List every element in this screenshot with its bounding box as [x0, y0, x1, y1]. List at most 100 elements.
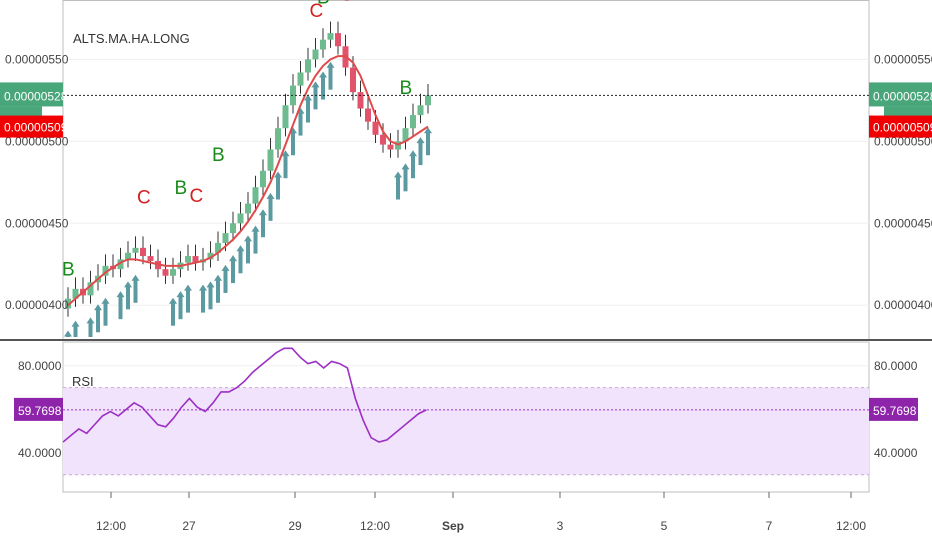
up-arrow-head	[169, 297, 177, 304]
price-axis-left: 0.00000550 0.00000500 0.00000450 0.00000400	[5, 52, 69, 312]
price-tick-label: 0.00000400	[5, 298, 69, 312]
rsi-axis-left: 80.0000 40.0000	[18, 359, 62, 460]
price-tick-label: 0.00000500	[5, 134, 69, 148]
candle-bull	[260, 170, 266, 188]
up-arrow-head	[266, 192, 275, 199]
candle-bull	[72, 288, 79, 299]
last-price-tag: 0.00000528	[4, 89, 68, 103]
rsi-value-tag-bg	[14, 397, 63, 421]
price-axis-right: 0.00000550 0.00000500 0.00000450 0.00000400	[874, 52, 932, 312]
time-axis[interactable]: 12:00 27 29 12:00 Sep 3 5 7 12:00	[96, 492, 866, 533]
up-arrow-head	[199, 284, 207, 291]
candle-bear	[380, 134, 386, 145]
ma-level-tag-right: 0.00000509	[873, 121, 932, 135]
rsi-tick-label: 40.0000	[874, 446, 918, 460]
rsi-pane: RSI 80.0000 40.0000 80.0000 40.0000 59.769…	[14, 341, 918, 493]
rsi-value-tag: 59.7698	[18, 404, 62, 418]
candle-bull	[297, 72, 304, 86]
time-tick-label: 12:00	[836, 519, 866, 533]
up-arrow-head	[401, 163, 410, 170]
rsi-title: RSI	[72, 374, 94, 389]
rsi-value-tag-right-bg	[869, 397, 918, 421]
price-tick-label: 0.00000450	[874, 216, 932, 230]
candle-bear	[350, 67, 356, 93]
time-tick-label: 27	[182, 519, 196, 533]
up-arrow-head	[326, 61, 335, 68]
candle-bear	[387, 144, 394, 150]
sell-signal-label: C	[190, 186, 204, 207]
time-tick-label: 12:00	[96, 519, 126, 533]
candle-bull	[320, 39, 326, 50]
up-arrow-head	[124, 281, 132, 288]
up-arrow-head	[424, 127, 432, 134]
indicator-title: ALTS.MA.HA.LONG	[73, 31, 190, 46]
candle-bull	[102, 265, 109, 276]
price-gridlines	[63, 58, 869, 306]
up-arrow-head	[259, 209, 267, 216]
candle-bear	[147, 256, 154, 261]
time-tick-label: 7	[766, 519, 773, 533]
candle-bull	[245, 203, 251, 214]
up-arrow-head	[86, 317, 95, 324]
up-arrow-head	[244, 235, 252, 242]
up-arrow-head	[319, 71, 327, 78]
buy-signal-label: B	[175, 178, 188, 199]
price-tick-label: 0.00000450	[5, 216, 69, 230]
time-tick-label: 3	[557, 519, 564, 533]
candle-bull	[125, 252, 131, 260]
buy-signal-label: B	[400, 78, 413, 99]
candle-bull	[312, 49, 319, 60]
candle-bull	[117, 259, 124, 270]
time-tick-label: 5	[661, 519, 668, 533]
up-arrow-head	[176, 291, 185, 298]
rsi-tick-label: 80.0000	[874, 359, 918, 373]
candle-bull	[252, 187, 259, 204]
up-arrow-head	[101, 297, 110, 304]
up-arrow-head	[94, 304, 102, 311]
candle-bull	[207, 252, 214, 260]
price-pane-border	[62, 0, 870, 341]
candle-bear	[372, 121, 379, 135]
rsi-value-tag-right: 59.7698	[873, 404, 917, 418]
ma-level-tag-bg	[0, 115, 63, 138]
sell-signal-label: C	[310, 1, 324, 22]
up-arrow-head	[251, 225, 260, 232]
up-arrow-head	[214, 274, 222, 281]
price-pane: BCBCBCBCB ALTS.MA.HA.LONG 0.000005500.00…	[0, 0, 932, 341]
candle-bull	[170, 269, 176, 276]
candle-bull	[185, 256, 191, 263]
candle-bear	[162, 269, 169, 276]
candle-bull	[327, 33, 334, 40]
ma-level-tag-right-bg	[869, 115, 932, 138]
price-tick-label: 0.00000550	[5, 52, 69, 66]
price-tick-label: 0.00000550	[874, 52, 932, 66]
price-tick-label: 0.00000500	[874, 134, 932, 148]
price-tick-label: 0.00000400	[874, 298, 932, 312]
candle-bull	[282, 105, 289, 129]
rsi-axis-right: 80.0000 40.0000	[874, 359, 918, 460]
buy-signal-label: B	[212, 145, 225, 166]
up-arrow-head	[64, 330, 72, 337]
buy-signal-label: B	[317, 0, 330, 9]
candle-bull	[417, 105, 424, 116]
up-arrow-head	[394, 171, 402, 178]
buy-signal-label: B	[62, 260, 75, 281]
candle-bull	[237, 213, 244, 224]
up-arrow-head	[229, 255, 237, 262]
candle-bull	[215, 242, 221, 253]
up-arrow-head	[236, 245, 245, 252]
rsi-series-line	[62, 347, 427, 443]
rsi-tick-label: 40.0000	[18, 446, 62, 460]
ma-level-tag: 0.00000509	[4, 121, 68, 135]
rsi-tick-label: 80.0000	[18, 359, 62, 373]
candle-bull	[275, 128, 281, 150]
signal-labels: BCBCBCBCB	[62, 0, 412, 281]
candle-bull	[222, 233, 229, 243]
candle-bear	[365, 108, 371, 122]
candle-bull	[305, 59, 311, 73]
candle-bear	[357, 92, 364, 109]
candle-bull	[65, 298, 71, 309]
up-arrow-head	[221, 264, 230, 271]
up-arrow-head	[304, 94, 312, 101]
